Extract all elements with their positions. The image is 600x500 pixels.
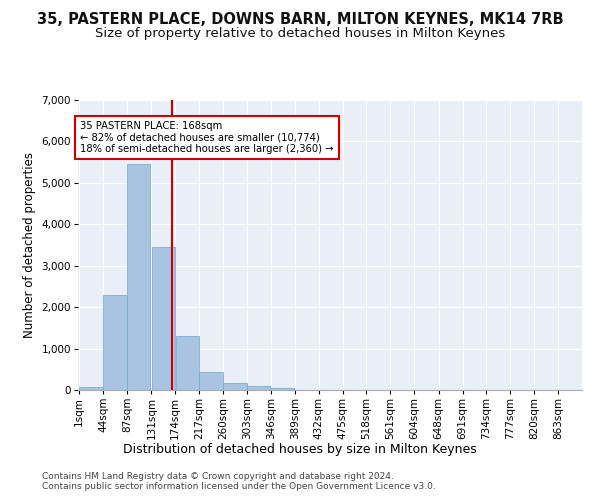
Bar [127,164,151,390]
Text: Contains public sector information licensed under the Open Government Licence v3: Contains public sector information licen… [42,482,436,491]
Bar [176,336,199,390]
Text: 35 PASTERN PLACE: 168sqm
← 82% of detached houses are smaller (10,774)
18% of se: 35 PASTERN PLACE: 168sqm ← 82% of detach… [80,120,334,154]
Bar [199,372,223,390]
Bar [152,247,175,390]
Text: Contains HM Land Registry data © Crown copyright and database right 2024.: Contains HM Land Registry data © Crown c… [42,472,394,481]
Bar [247,386,271,390]
Text: 35, PASTERN PLACE, DOWNS BARN, MILTON KEYNES, MK14 7RB: 35, PASTERN PLACE, DOWNS BARN, MILTON KE… [37,12,563,28]
Y-axis label: Number of detached properties: Number of detached properties [23,152,36,338]
Text: Size of property relative to detached houses in Milton Keynes: Size of property relative to detached ho… [95,28,505,40]
Bar [79,387,103,390]
Bar [223,384,247,390]
Text: Distribution of detached houses by size in Milton Keynes: Distribution of detached houses by size … [123,442,477,456]
Bar [271,388,295,390]
Bar [103,294,127,390]
